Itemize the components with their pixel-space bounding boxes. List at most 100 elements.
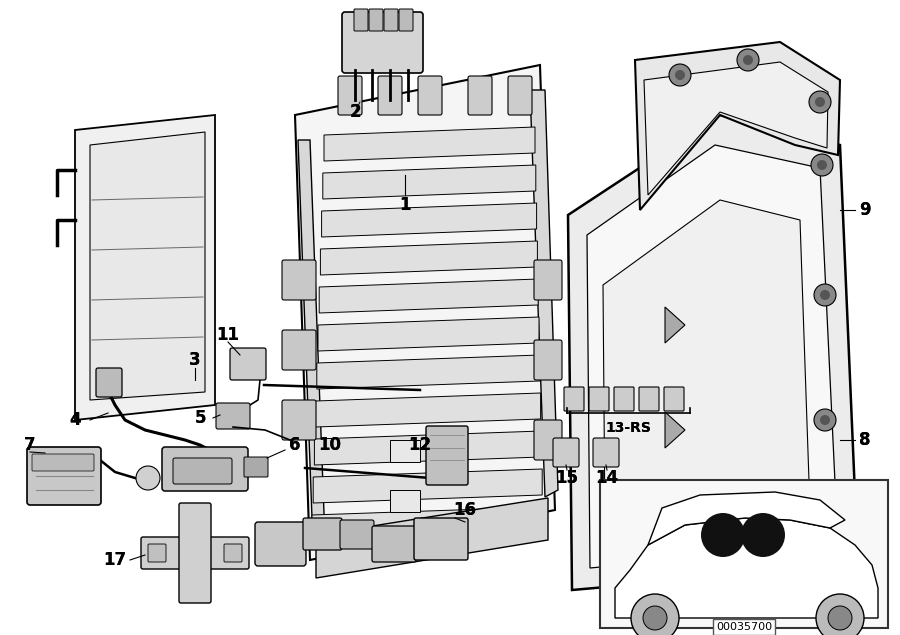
Text: 4: 4	[69, 411, 81, 429]
Polygon shape	[318, 317, 539, 351]
Text: 2: 2	[349, 103, 361, 121]
Text: 6: 6	[289, 436, 301, 454]
Polygon shape	[648, 492, 845, 545]
Polygon shape	[615, 518, 878, 618]
Text: 13-RS: 13-RS	[605, 421, 651, 435]
Text: 16: 16	[454, 501, 476, 519]
Circle shape	[814, 409, 836, 431]
FancyBboxPatch shape	[534, 420, 562, 460]
Text: 1: 1	[400, 196, 410, 214]
FancyBboxPatch shape	[508, 76, 532, 115]
Text: 1: 1	[400, 196, 410, 214]
Text: 6: 6	[289, 436, 301, 454]
Circle shape	[814, 284, 836, 306]
Polygon shape	[530, 90, 558, 497]
FancyBboxPatch shape	[354, 9, 368, 31]
Text: 2: 2	[349, 103, 361, 121]
Circle shape	[737, 49, 759, 71]
Text: 9: 9	[860, 201, 871, 219]
Polygon shape	[587, 145, 838, 568]
FancyBboxPatch shape	[224, 544, 242, 562]
FancyBboxPatch shape	[418, 76, 442, 115]
Circle shape	[631, 594, 679, 635]
Text: 10: 10	[319, 436, 341, 454]
Circle shape	[701, 513, 745, 557]
Text: 9: 9	[860, 201, 871, 219]
Text: 14: 14	[596, 469, 618, 487]
Circle shape	[743, 55, 753, 65]
Bar	[390, 490, 420, 512]
Text: 7: 7	[24, 436, 36, 454]
Text: 11: 11	[217, 326, 239, 344]
Text: 3: 3	[189, 351, 201, 369]
Polygon shape	[295, 65, 555, 560]
Circle shape	[828, 606, 852, 630]
FancyBboxPatch shape	[614, 387, 634, 411]
Polygon shape	[320, 241, 537, 275]
Circle shape	[741, 513, 785, 557]
Polygon shape	[314, 431, 542, 465]
Polygon shape	[665, 412, 685, 448]
Text: 17: 17	[104, 551, 127, 569]
FancyBboxPatch shape	[282, 330, 316, 370]
Text: 7: 7	[24, 436, 36, 454]
FancyBboxPatch shape	[255, 522, 306, 566]
Polygon shape	[320, 279, 538, 313]
Circle shape	[809, 91, 831, 113]
FancyBboxPatch shape	[639, 387, 659, 411]
FancyBboxPatch shape	[32, 454, 94, 471]
Polygon shape	[313, 469, 542, 503]
Text: 15: 15	[555, 469, 579, 487]
Circle shape	[811, 154, 833, 176]
Text: 8: 8	[860, 431, 871, 449]
Polygon shape	[317, 355, 540, 389]
Circle shape	[820, 415, 830, 425]
FancyBboxPatch shape	[342, 12, 423, 73]
FancyBboxPatch shape	[468, 76, 492, 115]
Text: 15: 15	[555, 469, 579, 487]
FancyBboxPatch shape	[282, 260, 316, 300]
Text: 12: 12	[409, 436, 432, 454]
Polygon shape	[665, 307, 685, 343]
FancyBboxPatch shape	[244, 457, 268, 477]
Circle shape	[136, 466, 160, 490]
FancyBboxPatch shape	[173, 458, 232, 484]
Text: 5: 5	[194, 409, 206, 427]
Polygon shape	[323, 165, 536, 199]
Text: 17: 17	[104, 551, 127, 569]
Bar	[390, 440, 420, 462]
Polygon shape	[75, 115, 215, 420]
Polygon shape	[635, 42, 840, 210]
FancyBboxPatch shape	[378, 76, 402, 115]
Text: 4: 4	[69, 411, 81, 429]
Circle shape	[817, 160, 827, 170]
FancyBboxPatch shape	[426, 426, 468, 485]
FancyBboxPatch shape	[553, 438, 579, 467]
Text: 8: 8	[860, 431, 871, 449]
Text: 14: 14	[596, 469, 618, 487]
Text: 5: 5	[194, 409, 206, 427]
Text: 3: 3	[189, 351, 201, 369]
FancyBboxPatch shape	[534, 260, 562, 300]
Text: 16: 16	[454, 501, 476, 519]
FancyBboxPatch shape	[230, 348, 266, 380]
FancyBboxPatch shape	[148, 544, 166, 562]
Polygon shape	[312, 507, 543, 541]
Polygon shape	[321, 203, 536, 237]
Polygon shape	[603, 200, 810, 530]
Circle shape	[669, 64, 691, 86]
FancyBboxPatch shape	[589, 387, 609, 411]
Polygon shape	[90, 132, 205, 400]
Circle shape	[643, 606, 667, 630]
FancyBboxPatch shape	[303, 518, 342, 550]
Bar	[600, 480, 888, 628]
Circle shape	[820, 290, 830, 300]
FancyBboxPatch shape	[564, 387, 584, 411]
FancyBboxPatch shape	[141, 537, 249, 569]
FancyBboxPatch shape	[664, 387, 684, 411]
FancyBboxPatch shape	[27, 447, 101, 505]
Polygon shape	[316, 498, 548, 578]
FancyBboxPatch shape	[162, 447, 248, 491]
FancyBboxPatch shape	[372, 526, 416, 562]
Text: 12: 12	[409, 436, 432, 454]
